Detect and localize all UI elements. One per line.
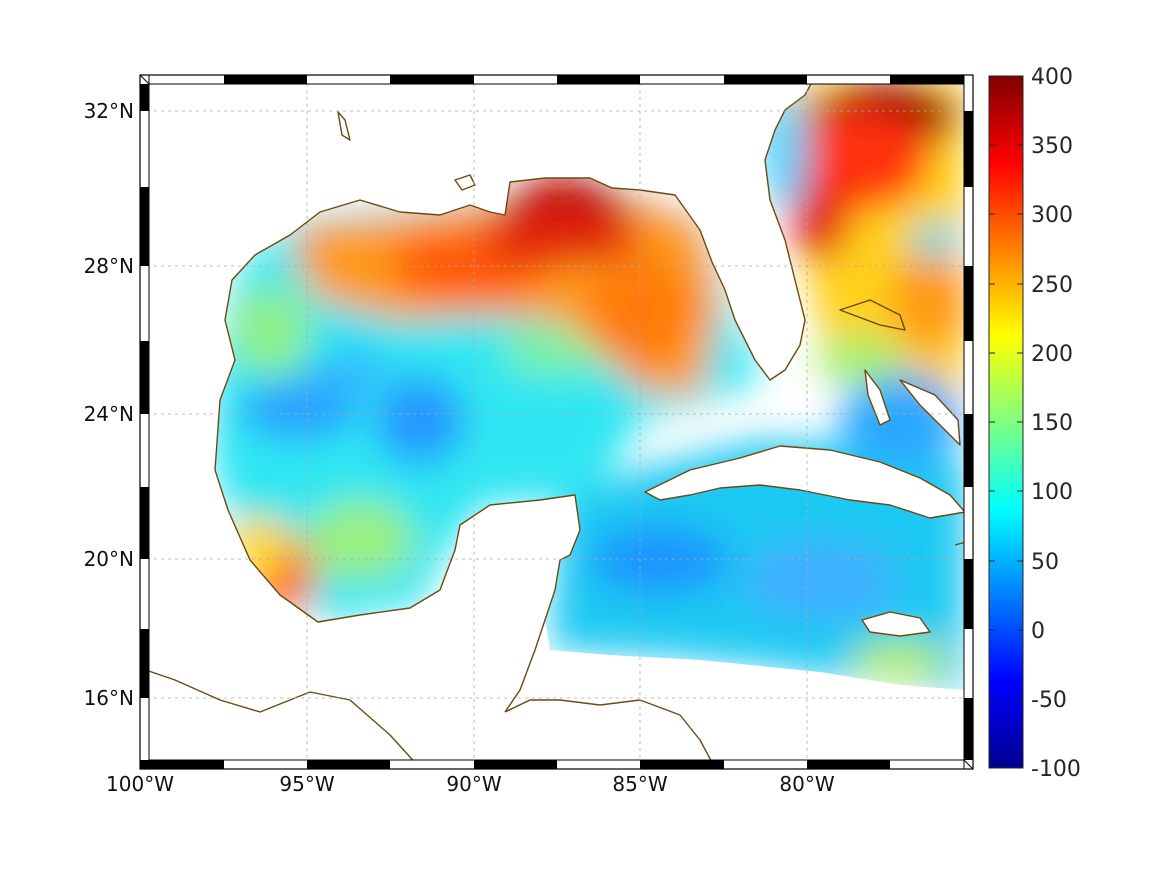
green-patch-2 [305, 500, 415, 580]
blue-patch-2 [375, 375, 465, 465]
graticule [140, 76, 973, 768]
green-patch-4 [850, 640, 950, 680]
lat-tick-label: 16°N [84, 686, 134, 710]
colorbar-label: 300 [1031, 203, 1073, 228]
lat-tick-labels: 32°N 28°N 24°N 20°N 16°N [84, 99, 134, 710]
lat-tick-label: 20°N [84, 547, 134, 571]
colorbar-label: -50 [1031, 688, 1067, 713]
coastline [140, 76, 973, 768]
atlantic-cyan-spot [910, 222, 960, 258]
blue-patch-1 [240, 380, 360, 440]
colorbar-label: 50 [1031, 550, 1059, 575]
green-patch-1 [230, 285, 310, 375]
colorbar-label: 400 [1031, 65, 1073, 90]
colorbar-label: 250 [1031, 273, 1073, 298]
coastline-bahamas-1 [864, 369, 891, 426]
map-panel [140, 76, 973, 768]
blue-patch-4 [590, 525, 730, 595]
lon-tick-label: 95°W [279, 772, 334, 796]
lat-tick-label: 24°N [84, 402, 134, 426]
coastline-central-america [504, 699, 716, 768]
coastline-us-gulf [214, 76, 816, 713]
coastline-pacific [140, 667, 421, 768]
land-bahamas-2 [900, 380, 960, 445]
ocean-field [212, 80, 970, 690]
colorbar-label: 100 [1031, 480, 1073, 505]
lat-tick-label: 28°N [84, 254, 134, 278]
lon-tick-label: 90°W [446, 772, 501, 796]
coastline-cuba [644, 445, 966, 519]
coastline-bahamas-3 [839, 299, 906, 331]
map-frame [139, 74, 974, 770]
coastline-lake-2 [454, 174, 476, 191]
lat-tick-label: 32°N [84, 99, 134, 123]
coastline-bahamas-2 [899, 379, 961, 446]
colorbar-ticks [989, 75, 1023, 769]
blue-patch-3 [310, 350, 390, 390]
lon-tick-label: 80°W [779, 772, 834, 796]
colorbar-label: 150 [1031, 411, 1073, 436]
land-bahamas-1 [865, 370, 890, 425]
land-north-america [140, 76, 973, 768]
lon-tick-label: 100°W [106, 772, 174, 796]
coastline-lake-1 [337, 111, 351, 141]
colorbar-labels: 400 350 300 250 200 150 100 50 0 -50 -10… [1031, 65, 1081, 782]
blue-patch-5 [740, 540, 900, 620]
colorbar-label: 200 [1031, 342, 1073, 367]
land-jamaica [862, 612, 930, 636]
atlantic-red-2 [790, 180, 850, 260]
coastline-jamaica [861, 611, 931, 637]
lon-tick-label: 85°W [612, 772, 667, 796]
colorbar-label: 350 [1031, 134, 1073, 159]
colorbar: 400 350 300 250 200 150 100 50 0 -50 -10… [988, 65, 1081, 782]
colorbar-label: -100 [1031, 757, 1081, 782]
atlantic-orange [890, 250, 970, 350]
colorbar-label: 0 [1031, 619, 1045, 644]
mississippi-plume-edge [480, 205, 640, 265]
lon-tick-labels: 100°W 95°W 90°W 85°W 80°W [106, 772, 835, 796]
green-patch-5 [815, 335, 905, 385]
